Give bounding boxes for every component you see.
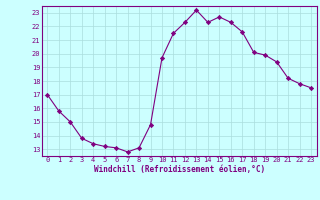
X-axis label: Windchill (Refroidissement éolien,°C): Windchill (Refroidissement éolien,°C) bbox=[94, 165, 265, 174]
